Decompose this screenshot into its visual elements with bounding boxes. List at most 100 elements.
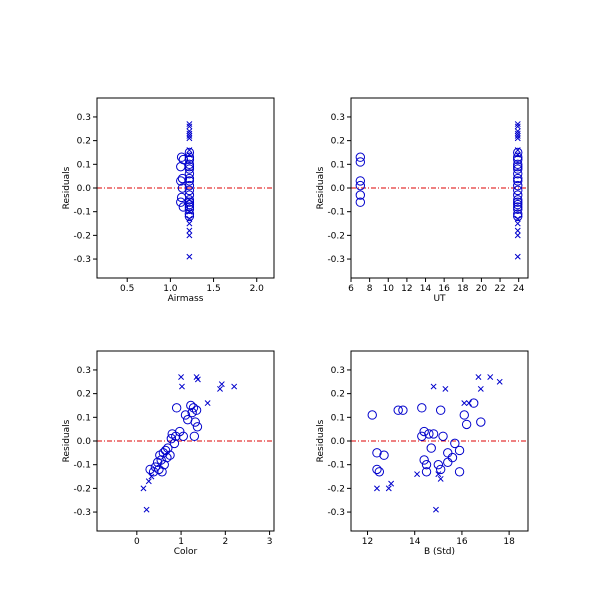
scatter-panel: 0.5 1.0 1.5 2.0 -0.3 -0.2 -0.1 0.0 0.1 0.2 0.3 Airm… [62,97,275,304]
data-point-circle [421,467,432,477]
data-point-circle [428,429,439,439]
data-point-x [186,253,193,260]
data-point-x [514,132,521,139]
y-tick-label: -0.2 [73,484,91,494]
data-point-circle [184,173,195,184]
data-point-circle [188,403,199,413]
data-point-x [186,227,193,234]
y-tick-label: -0.1 [327,461,345,471]
data-point-x [435,471,442,478]
scatter-panel: 12 14 16 18 -0.3 -0.2 -0.1 0.0 0.1 0.2 0.3 B (Std) R… [316,350,529,557]
data-point-x [514,135,521,142]
data-point-circle [165,450,175,460]
data-point-x [145,478,152,485]
y-tick-label: -0.1 [327,208,345,218]
data-point-x [217,385,223,392]
data-point-circle [191,405,202,415]
data-point-circle [372,448,382,458]
data-point-x [186,151,193,158]
y-axis-title: Residuals [316,166,326,209]
data-point-circle [513,204,523,215]
data-point-circle [156,455,166,465]
data-point-x [414,471,421,478]
data-point-circle [190,417,200,427]
data-point-circle [513,211,523,222]
y-tick-label: 0.1 [77,160,91,170]
data-point-x [194,376,201,383]
x-tick-label: 3 [267,537,273,547]
data-point-circle [184,169,195,179]
data-point-circle [459,410,469,420]
y-tick-label: 0.1 [331,413,345,423]
data-point-circle [192,422,203,432]
data-point-circle [461,419,472,430]
y-tick-label: -0.3 [327,255,345,265]
data-point-x [475,374,482,381]
y-tick-label: -0.2 [73,231,91,241]
data-point-circle [513,202,523,212]
data-point-x [385,485,392,492]
data-point-circle [162,452,172,463]
data-point-circle [513,180,523,191]
x-tick-label: 12 [362,537,373,547]
data-point-x [186,220,193,227]
y-tick-label: 0.0 [331,437,346,447]
x-tick-label: 14 [420,284,432,294]
data-point-circle [355,176,366,186]
data-point-circle [184,195,195,205]
data-point-circle [166,433,177,444]
data-point-circle [513,159,523,170]
data-point-x [461,400,468,407]
data-point-circle [163,443,173,453]
y-tick-label: 0.0 [331,184,346,194]
data-point-circle [186,400,196,411]
x-axis-title: Color [174,547,198,557]
data-point-circle [513,147,523,158]
scatter-panel: 0 1 2 3 -0.3 -0.2 -0.1 0.0 0.1 0.2 0.3 Color Residua… [62,350,275,557]
data-point-circle [421,459,432,470]
y-tick-label: 0.1 [331,160,345,170]
data-point-circle [419,455,429,465]
data-point-circle [177,183,188,193]
data-point-circle [513,185,523,196]
data-point-circle [513,199,523,210]
data-point-circle [513,161,523,172]
y-tick-label: -0.3 [73,508,91,518]
x-tick-label: 12 [401,284,412,294]
data-point-circle [184,197,195,207]
data-point-x [186,130,193,137]
data-point-x [179,383,185,390]
y-tick-label: 0.3 [331,366,345,376]
data-point-circle [513,176,523,186]
y-tick-label: 0.1 [77,413,91,423]
x-tick-label: 8 [367,284,373,294]
scatter-panel: 6 8 10 12 14 16 18 20 22 24 -0.3 -0.2 -0.1 0.0 0.1 0.2 0… [316,97,529,304]
data-point-circle [184,152,195,162]
data-point-circle [177,173,188,184]
data-point-x [496,378,503,385]
data-point-circle [184,164,195,174]
x-axis-title: B (Std) [424,547,455,557]
x-tick-label: 2 [222,537,228,547]
data-point-x [477,385,484,392]
data-point-circle [443,457,453,468]
data-point-x [433,506,439,513]
data-point-circle [417,431,427,441]
y-tick-label: 0.2 [331,390,345,400]
data-point-x [178,374,185,381]
y-tick-label: -0.2 [327,231,345,241]
data-point-circle [424,429,434,439]
data-point-circle [187,407,197,418]
data-point-x [140,485,147,492]
data-point-circle [355,180,366,191]
data-point-circle [374,467,385,477]
x-tick-label: 0.5 [120,284,134,294]
data-point-circle [417,403,427,413]
data-point-circle [184,204,195,215]
x-tick-label: 16 [438,284,450,294]
y-tick-label: -0.1 [73,461,91,471]
data-point-circle [171,403,182,413]
data-point-circle [454,445,465,456]
data-point-circle [355,152,366,162]
x-tick-label: 20 [476,284,488,294]
